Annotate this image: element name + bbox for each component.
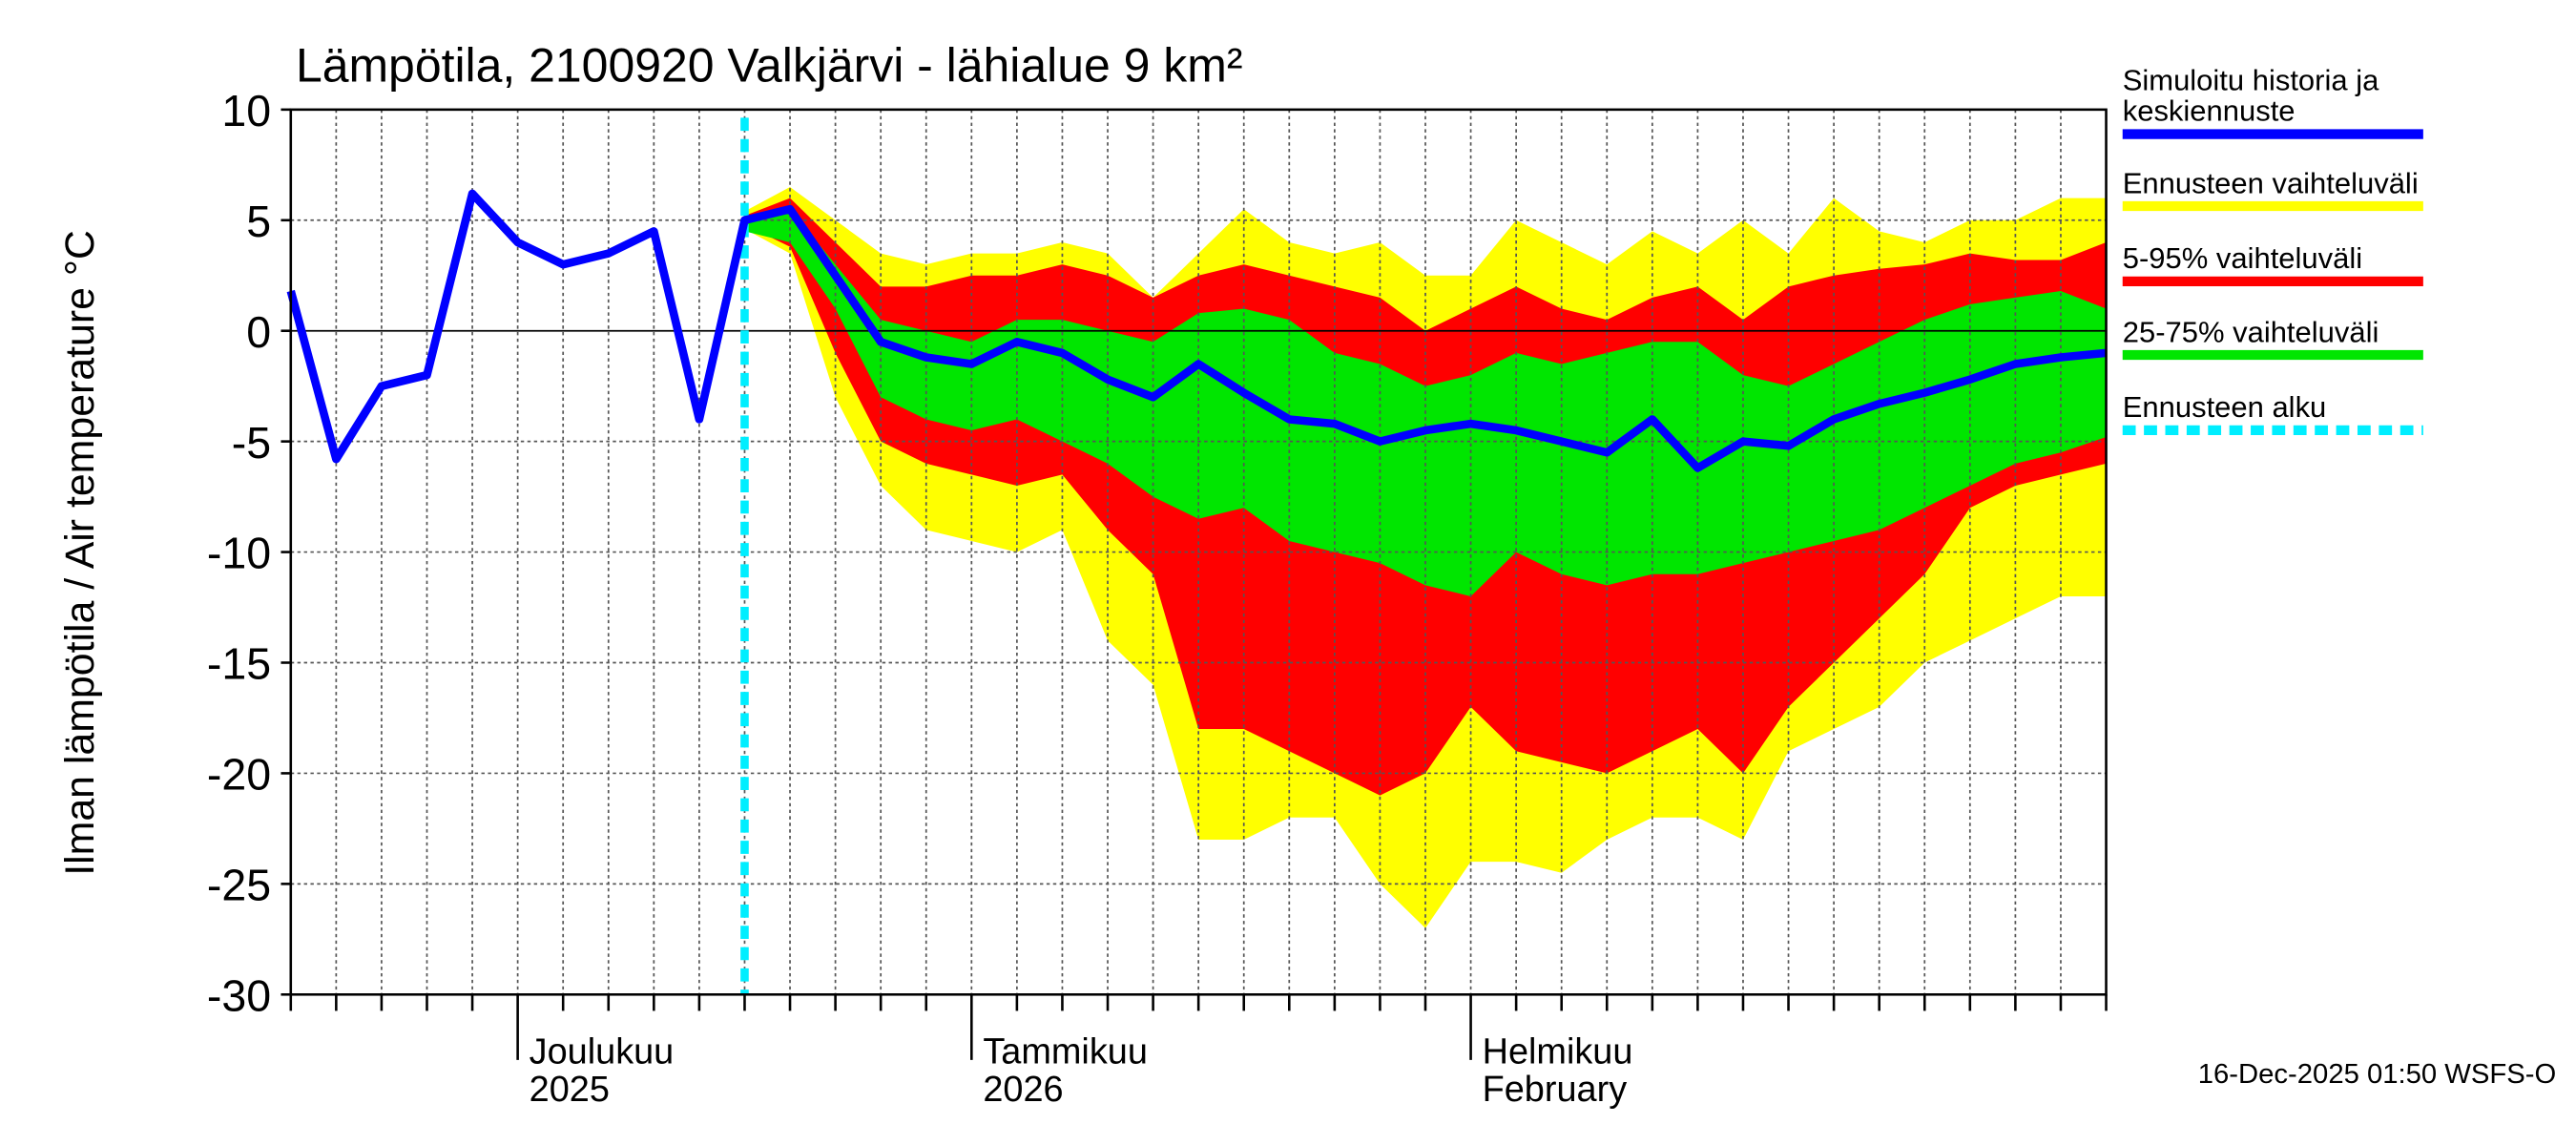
chart-title: Lämpötila, 2100920 Valkjärvi - lähialue … (296, 39, 1243, 93)
x-tick-label: Helmikuu February (1483, 1031, 1633, 1110)
plot-area: -30 -25 -20 -15 -10 -5 0 5 10 Joulukuu 2025 Tammiku… (207, 86, 2108, 1110)
y-tick-label: 5 (246, 197, 271, 246)
legend-label: Ennusteen vaihteluväli (2123, 166, 2419, 199)
legend-label: Simuloitu historia ja keskiennuste (2123, 63, 2379, 127)
x-tick-label: Tammikuu 2026 (983, 1031, 1148, 1110)
y-tick-label: -30 (207, 971, 271, 1021)
footer: 16-Dec-2025 01:50 WSFS-O (2198, 1059, 2557, 1090)
y-tick-label: -25 (207, 861, 271, 910)
y-tick-label: -15 (207, 639, 271, 689)
y-tick-label: 0 (246, 307, 271, 357)
plot-frame (289, 108, 2108, 996)
series-line (286, 189, 2107, 472)
y-tick-label: -5 (232, 418, 271, 468)
legend-label: 5-95% vaihteluväli (2123, 241, 2362, 275)
legend: Simuloitu historia ja keskiennuste Ennuste… (2123, 63, 2423, 435)
band-area (744, 209, 2107, 596)
y-tick-label: -10 (207, 529, 271, 578)
y-tick-label: -20 (207, 750, 271, 800)
legend-label: 25-75% vaihteluväli (2123, 315, 2379, 348)
y-tick-label: 10 (221, 86, 271, 135)
x-tick-label: Joulukuu 2025 (530, 1031, 675, 1110)
y-axis-label: Ilman lämpötila / Air temperature °C (57, 230, 103, 876)
legend-label: Ennusteen alku (2123, 390, 2327, 424)
